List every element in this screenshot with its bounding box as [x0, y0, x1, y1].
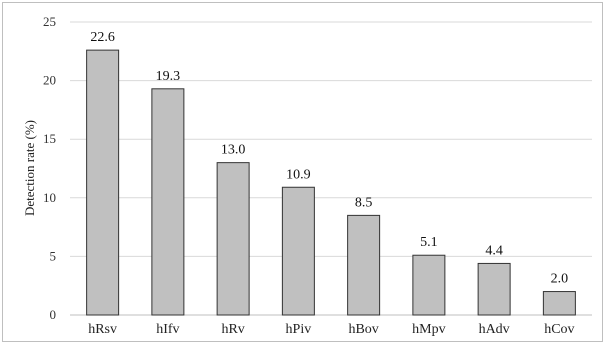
y-tick-label: 25	[43, 14, 56, 29]
value-label: 5.1	[420, 235, 438, 250]
category-label: hIfv	[156, 322, 179, 337]
bar-hBov	[347, 214, 381, 316]
bar-hRv	[216, 162, 250, 316]
value-labels: 22.6 19.3 13.0 10.9 8.5 5.1 4.4 2.0	[90, 30, 568, 286]
category-label: hBov	[348, 322, 378, 337]
bar-hAdv	[477, 262, 511, 316]
value-label: 4.4	[485, 243, 503, 258]
category-label: hCov	[544, 322, 574, 337]
bars	[86, 49, 576, 316]
value-label: 19.3	[156, 69, 181, 84]
y-axis-label: Detection rate (%)	[22, 120, 37, 216]
y-tick-label: 20	[43, 73, 56, 88]
bar-hMpv	[412, 254, 446, 316]
value-label: 10.9	[286, 167, 311, 182]
value-label: 8.5	[355, 195, 373, 210]
value-label: 13.0	[221, 143, 246, 158]
category-label: hMpv	[412, 322, 445, 337]
y-tick-label: 5	[50, 248, 57, 263]
category-label: hAdv	[479, 322, 510, 337]
gridlines	[70, 21, 592, 316]
category-labels: hRsv hIfv hRv hPiv hBov hMpv hAdv hCov	[88, 322, 574, 337]
bar-hIfv	[151, 88, 185, 316]
bar-hCov	[542, 291, 576, 316]
category-label: hPiv	[286, 322, 312, 337]
category-label: hRsv	[88, 322, 117, 337]
y-tick-labels: 0 5 10 15 20 25	[43, 14, 56, 322]
bar-hRsv	[86, 49, 120, 316]
y-tick-label: 0	[50, 307, 57, 322]
y-tick-label: 15	[43, 131, 56, 146]
y-tick-label: 10	[43, 190, 56, 205]
value-label: 22.6	[90, 30, 115, 45]
bar-hPiv	[281, 186, 315, 316]
category-label: hRv	[221, 322, 244, 337]
value-label: 2.0	[551, 272, 569, 287]
